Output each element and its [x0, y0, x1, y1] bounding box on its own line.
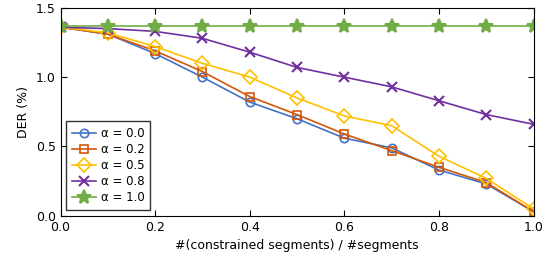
α = 0.2: [294, 113, 300, 116]
Line: α = 0.0: α = 0.0: [56, 23, 538, 216]
α = 0.2: [246, 95, 253, 98]
α = 1.0: [388, 24, 395, 27]
α = 0.0: [152, 52, 158, 55]
α = 0.0: [199, 76, 206, 79]
Line: α = 0.8: α = 0.8: [56, 22, 538, 129]
α = 0.2: [341, 132, 348, 135]
α = 1.0: [530, 24, 537, 27]
α = 0.0: [436, 168, 442, 172]
α = 0.8: [341, 76, 348, 79]
α = 0.2: [388, 149, 395, 152]
α = 0.5: [341, 114, 348, 118]
α = 1.0: [199, 24, 206, 27]
Y-axis label: DER (%): DER (%): [17, 86, 30, 138]
α = 0.8: [436, 99, 442, 102]
α = 0.8: [483, 113, 490, 116]
α = 0.5: [246, 76, 253, 79]
α = 0.5: [483, 177, 490, 180]
α = 1.0: [246, 24, 253, 27]
α = 0.8: [152, 30, 158, 33]
X-axis label: #(constrained segments) / #segments: #(constrained segments) / #segments: [175, 239, 419, 252]
Line: α = 0.2: α = 0.2: [56, 23, 538, 216]
α = 0.2: [104, 32, 111, 36]
α = 0.0: [246, 101, 253, 104]
α = 0.0: [483, 182, 490, 185]
α = 1.0: [152, 24, 158, 27]
α = 1.0: [104, 24, 111, 27]
α = 0.5: [199, 62, 206, 65]
α = 0.2: [436, 166, 442, 169]
α = 0.0: [104, 32, 111, 36]
α = 0.8: [246, 51, 253, 54]
α = 1.0: [294, 24, 300, 27]
Legend: α = 0.0, α = 0.2, α = 0.5, α = 0.8, α = 1.0: α = 0.0, α = 0.2, α = 0.5, α = 0.8, α = …: [67, 121, 150, 210]
α = 0.5: [104, 31, 111, 34]
α = 0.5: [388, 124, 395, 127]
α = 0.5: [152, 45, 158, 48]
α = 1.0: [341, 24, 348, 27]
α = 0.5: [294, 96, 300, 100]
α = 0.5: [57, 26, 64, 29]
α = 0.2: [199, 70, 206, 73]
α = 1.0: [57, 24, 64, 27]
α = 0.8: [530, 123, 537, 126]
α = 1.0: [483, 24, 490, 27]
α = 0.2: [530, 210, 537, 213]
α = 0.0: [57, 26, 64, 29]
α = 0.2: [483, 181, 490, 184]
α = 0.0: [341, 136, 348, 140]
α = 0.2: [57, 26, 64, 29]
α = 0.8: [104, 27, 111, 30]
α = 0.5: [530, 207, 537, 210]
α = 0.0: [530, 210, 537, 213]
α = 0.8: [199, 37, 206, 40]
Line: α = 1.0: α = 1.0: [53, 19, 541, 33]
α = 0.8: [388, 85, 395, 88]
α = 0.2: [152, 49, 158, 52]
α = 0.0: [294, 117, 300, 120]
α = 0.8: [57, 26, 64, 29]
α = 0.8: [294, 66, 300, 69]
Line: α = 0.5: α = 0.5: [56, 22, 538, 214]
α = 1.0: [436, 24, 442, 27]
α = 0.0: [388, 146, 395, 150]
α = 0.5: [436, 155, 442, 158]
